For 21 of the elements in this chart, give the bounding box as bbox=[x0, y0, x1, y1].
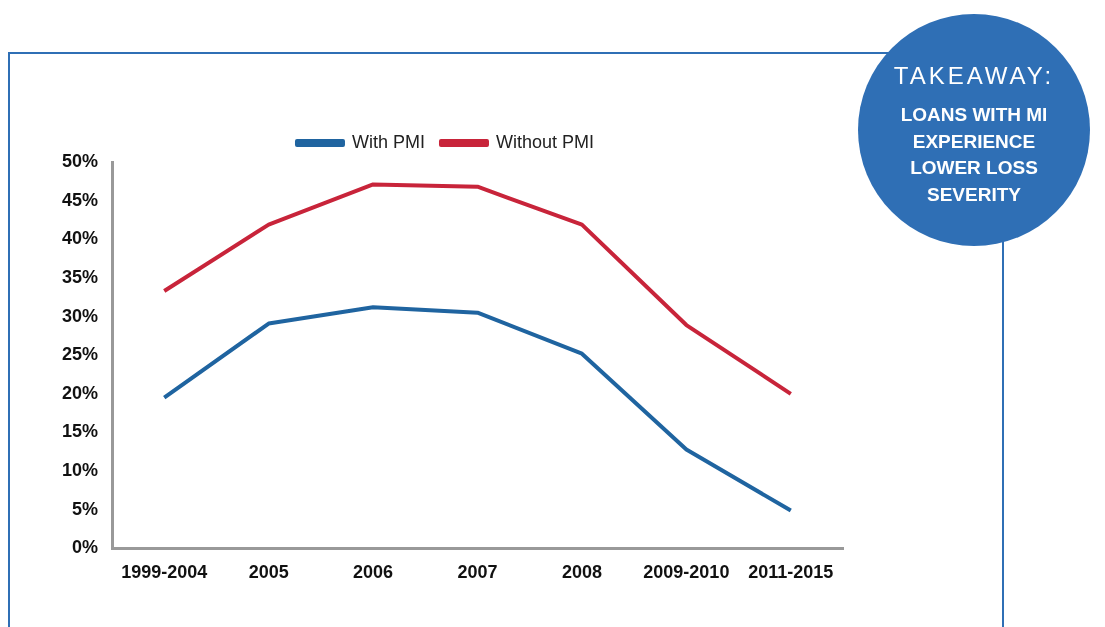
y-tick-label: 40% bbox=[62, 228, 99, 249]
x-tick-label: 2006 bbox=[353, 562, 394, 583]
y-tick-label: 35% bbox=[62, 266, 99, 287]
legend-label: Without PMI bbox=[495, 131, 595, 152]
x-tick-label: 2008 bbox=[561, 562, 602, 583]
x-tick-label: 2005 bbox=[248, 562, 289, 583]
y-tick-label: 45% bbox=[62, 189, 99, 210]
y-tick-label: 25% bbox=[62, 344, 99, 365]
circle-badge: TAKEAWAY: LOANS WITH MI EXPERIENCE LOWER LOSS SEVERITY bbox=[858, 14, 1090, 246]
y-tick-label: 5% bbox=[72, 498, 99, 519]
y-tick-label: 10% bbox=[62, 460, 99, 481]
x-tick-label: 2009-2010 bbox=[643, 562, 730, 583]
y-tick-label: 30% bbox=[62, 305, 99, 326]
x-tick-label: 2011-2015 bbox=[748, 562, 834, 583]
legend-label: With PMI bbox=[351, 131, 425, 152]
y-tick-label: 15% bbox=[62, 421, 99, 442]
y-tick-label: 50% bbox=[62, 150, 99, 171]
y-tick-label: 0% bbox=[72, 537, 99, 558]
y-tick-label: 20% bbox=[62, 382, 99, 403]
x-tick-label: 2007 bbox=[457, 562, 498, 583]
x-tick-label: 1999-2004 bbox=[121, 562, 208, 583]
